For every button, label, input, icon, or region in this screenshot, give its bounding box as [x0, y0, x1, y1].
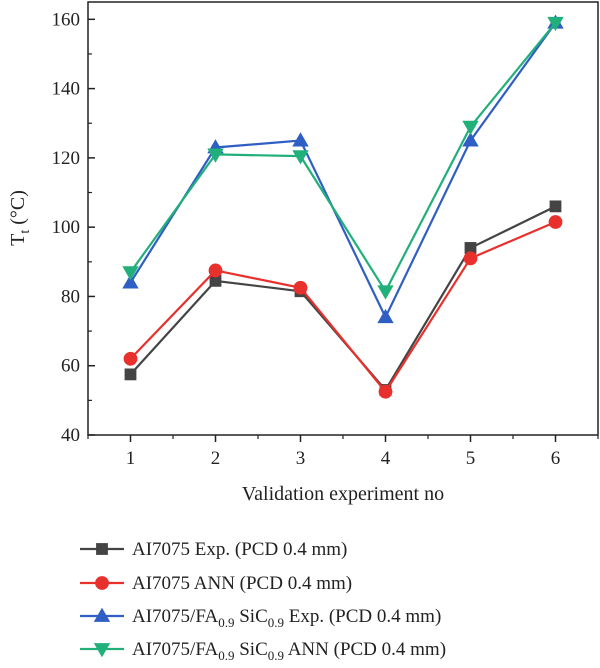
y-axis-title-unit: (°C)	[7, 190, 29, 230]
data-point	[208, 263, 223, 278]
data-point	[122, 266, 139, 281]
series-line	[129, 22, 557, 320]
y-tick-label: 60	[61, 356, 80, 377]
data-point	[123, 351, 138, 366]
legend-swatch-marker	[96, 543, 108, 555]
y-tick-label: 140	[52, 79, 81, 100]
data-point	[293, 280, 308, 295]
legend-label-part: 0.9	[268, 648, 284, 663]
series-2	[122, 14, 564, 324]
legend: AI7075 Exp. (PCD 0.4 mm) AI7075 ANN (PCD …	[80, 539, 446, 663]
legend-label-part: AI7075/FA	[132, 639, 218, 660]
x-tick-label: 4	[381, 448, 391, 469]
data-point	[462, 132, 479, 147]
y-tick-label: 40	[61, 425, 80, 446]
legend-item: AI7075 Exp. (PCD 0.4 mm)	[80, 539, 347, 560]
data-point	[462, 120, 479, 136]
y-tick-label: 80	[61, 286, 80, 307]
y-axis-title-main: T	[7, 234, 29, 246]
legend-label-part: 0.9	[218, 648, 234, 663]
y-axis-ticks: 40 60 80 100 120 140 160	[52, 9, 95, 446]
legend-label: AI7075/FA0.9 SiC0.9 Exp. (PCD 0.4 mm)	[132, 606, 441, 630]
y-tick-label: 160	[52, 9, 81, 30]
legend-label-part: Exp. (PCD 0.4 mm)	[284, 606, 441, 627]
legend-label-part: AI7075 ANN (PCD 0.4 mm)	[132, 573, 352, 594]
legend-swatch-marker	[95, 576, 109, 590]
series-layer	[122, 14, 564, 399]
data-point	[207, 148, 224, 163]
legend-swatch-marker	[93, 643, 111, 658]
series-3	[122, 16, 564, 300]
plot-frame	[87, 1, 599, 436]
x-axis-ticks: 1 2 3 4 5 6	[87, 435, 599, 469]
x-tick-label: 3	[296, 448, 306, 469]
legend-label-part: 0.9	[268, 615, 284, 630]
legend-label-part: 0.9	[218, 615, 234, 630]
legend-item: AI7075/FA0.9 SiC0.9 Exp. (PCD 0.4 mm)	[80, 606, 441, 630]
legend-swatch-marker	[93, 607, 111, 622]
data-point	[122, 274, 139, 289]
data-point	[292, 150, 309, 165]
y-axis-title-sub: t	[18, 230, 33, 234]
x-tick-label: 5	[466, 448, 476, 469]
data-point	[124, 368, 137, 381]
legend-label: AI7075 ANN (PCD 0.4 mm)	[132, 573, 352, 594]
series-line	[129, 205, 556, 392]
data-point	[547, 16, 564, 32]
legend-item: AI7075/FA0.9 SiC0.9 ANN (PCD 0.4 mm)	[80, 639, 446, 663]
legend-label: AI7075/FA0.9 SiC0.9 ANN (PCD 0.4 mm)	[132, 639, 446, 663]
series-line	[129, 22, 557, 294]
data-point	[548, 215, 563, 229]
legend-item: AI7075 ANN (PCD 0.4 mm)	[80, 573, 352, 594]
y-tick-label: 100	[52, 217, 81, 238]
data-point	[378, 384, 393, 399]
x-axis-title: Validation experiment no	[242, 483, 444, 505]
x-tick-label: 1	[126, 448, 136, 469]
data-point	[292, 132, 309, 147]
data-point	[463, 251, 478, 266]
legend-label-part: ANN (PCD 0.4 mm)	[284, 639, 446, 660]
x-tick-label: 2	[211, 448, 221, 469]
data-point	[377, 285, 394, 300]
legend-label: AI7075 Exp. (PCD 0.4 mm)	[132, 539, 347, 560]
legend-label-part: SiC	[234, 606, 267, 627]
x-tick-label: 6	[551, 448, 561, 469]
y-tick-label: 120	[52, 148, 81, 169]
data-point	[377, 308, 394, 324]
legend-label-part: AI7075/FA	[132, 606, 218, 627]
series-line	[129, 220, 556, 394]
data-point	[549, 200, 562, 213]
y-axis-title: Tt (°C)	[7, 190, 33, 246]
series-1	[123, 215, 563, 399]
legend-label-part: SiC	[234, 639, 267, 660]
legend-label-part: AI7075 Exp. (PCD 0.4 mm)	[132, 539, 347, 560]
